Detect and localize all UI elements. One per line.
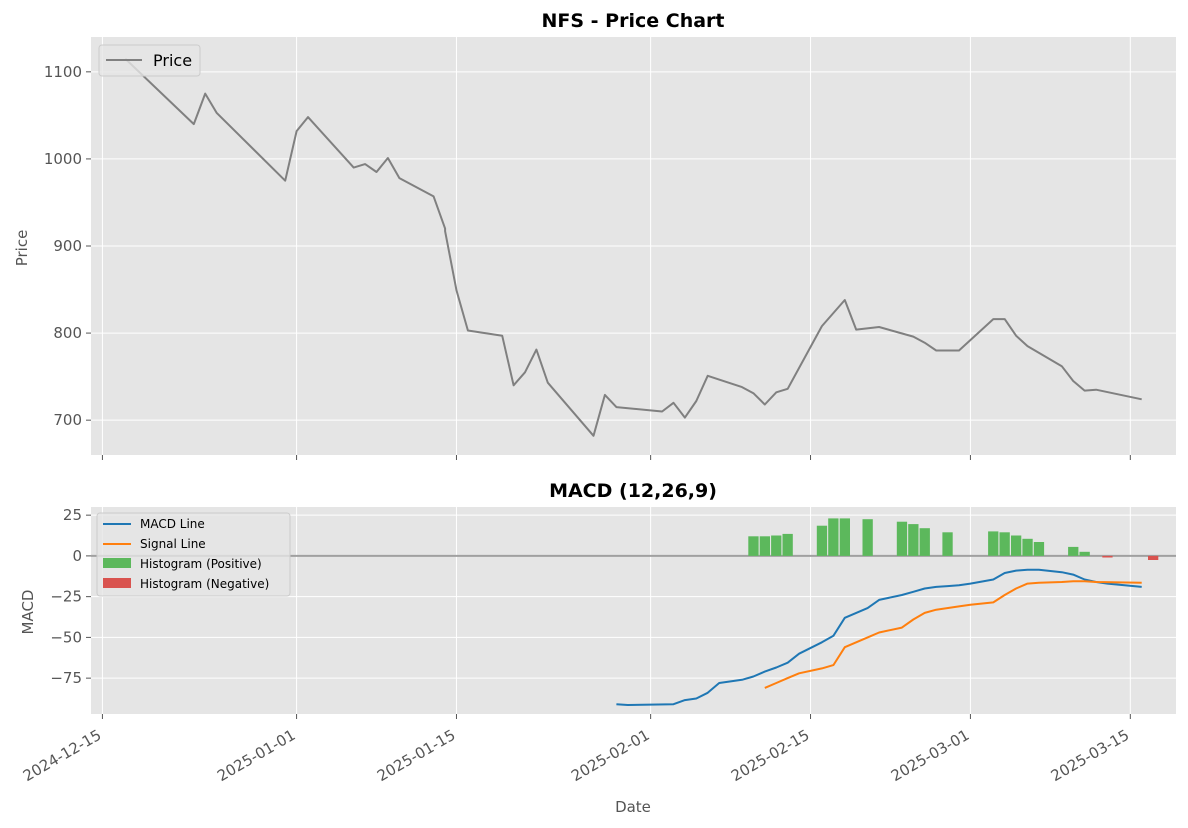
macd-histogram-bar-positive (748, 536, 759, 556)
macd-histogram-bar-positive (919, 528, 930, 556)
macd-y-tick-label: −25 (50, 588, 82, 606)
macd-x-tick-label: 2025-01-15 (374, 726, 459, 785)
macd-chart-title: MACD (12,26,9) (549, 480, 717, 502)
macd-y-tick-label: −75 (50, 669, 82, 687)
macd-histogram-bar-positive (771, 535, 782, 556)
macd-legend-swatch-hist-negative (103, 578, 131, 588)
price-chart-title: NFS - Price Chart (542, 10, 725, 32)
macd-y-axis-label: MACD (19, 590, 37, 635)
macd-x-tick-label: 2025-03-15 (1048, 726, 1133, 785)
macd-histogram (748, 518, 1159, 560)
macd-x-axis-label: Date (615, 798, 651, 816)
macd-y-tick-label: 25 (63, 506, 82, 524)
macd-histogram-bar-positive (839, 518, 850, 556)
macd-histogram-bar-positive (816, 525, 828, 556)
macd-histogram-bar-positive (782, 533, 793, 556)
macd-y-axis: 25 0 −25 −50 −75 (50, 506, 91, 687)
macd-legend-label-hist-positive: Histogram (Positive) (140, 557, 262, 571)
macd-legend-label-signal: Signal Line (140, 537, 206, 551)
macd-histogram-bar-positive (1068, 546, 1079, 556)
signal-line (764, 580, 1142, 689)
macd-histogram-bar-positive (908, 524, 919, 556)
price-y-axis: 700 800 900 1000 1100 (44, 63, 91, 429)
price-line (124, 58, 1142, 437)
macd-line (616, 568, 1142, 706)
price-legend: Price (98, 44, 201, 77)
price-y-tick-label: 700 (53, 411, 82, 429)
price-x-axis (101, 455, 1131, 460)
price-y-tick-label: 800 (53, 324, 82, 342)
macd-histogram-bar-positive (988, 531, 999, 556)
macd-legend-label-macd: MACD Line (140, 517, 205, 531)
macd-x-tick-label: 2025-02-15 (728, 726, 813, 785)
macd-histogram-bar-positive (862, 519, 873, 556)
price-y-tick-label: 1000 (44, 150, 82, 168)
price-legend-box (98, 44, 201, 77)
macd-y-tick-label: −50 (50, 628, 82, 646)
macd-histogram-bar-positive (1022, 538, 1033, 556)
macd-legend-swatch-hist-positive (103, 558, 131, 568)
macd-histogram-bar-positive (1033, 542, 1045, 556)
macd-histogram-bar-positive (896, 521, 908, 556)
price-legend-label: Price (153, 51, 192, 70)
macd-histogram-bar-negative (1148, 555, 1159, 560)
macd-histogram-bar-positive (1079, 551, 1090, 556)
macd-x-tick-label: 2025-03-01 (888, 726, 973, 785)
price-y-tick-label: 900 (53, 237, 82, 255)
macd-gridlines (91, 507, 1176, 714)
price-gridlines (91, 37, 1176, 455)
macd-histogram-bar-positive (828, 518, 839, 556)
price-series (124, 58, 1142, 437)
macd-histogram-bar-positive (1011, 535, 1022, 556)
price-y-axis-label: Price (13, 230, 31, 267)
macd-x-tick-label: 2025-01-01 (214, 726, 299, 785)
macd-histogram-bar-positive (999, 532, 1010, 556)
macd-x-tick-label: 2024-12-15 (20, 726, 105, 785)
macd-legend-label-hist-negative: Histogram (Negative) (140, 577, 269, 591)
macd-histogram-bar-negative (1102, 555, 1113, 558)
macd-legend: MACD Line Signal Line Histogram (Positiv… (96, 512, 291, 597)
macd-histogram-bar-positive (942, 532, 953, 556)
macd-legend-box (96, 512, 291, 597)
macd-x-tick-label: 2025-02-01 (568, 726, 653, 785)
macd-y-tick-label: 0 (72, 547, 82, 565)
macd-x-axis: 2024-12-15 2025-01-01 2025-01-15 2025-02-01… (20, 714, 1132, 785)
macd-histogram-bar-positive (759, 536, 770, 556)
macd-series (616, 568, 1142, 706)
price-y-tick-label: 1100 (44, 63, 82, 81)
